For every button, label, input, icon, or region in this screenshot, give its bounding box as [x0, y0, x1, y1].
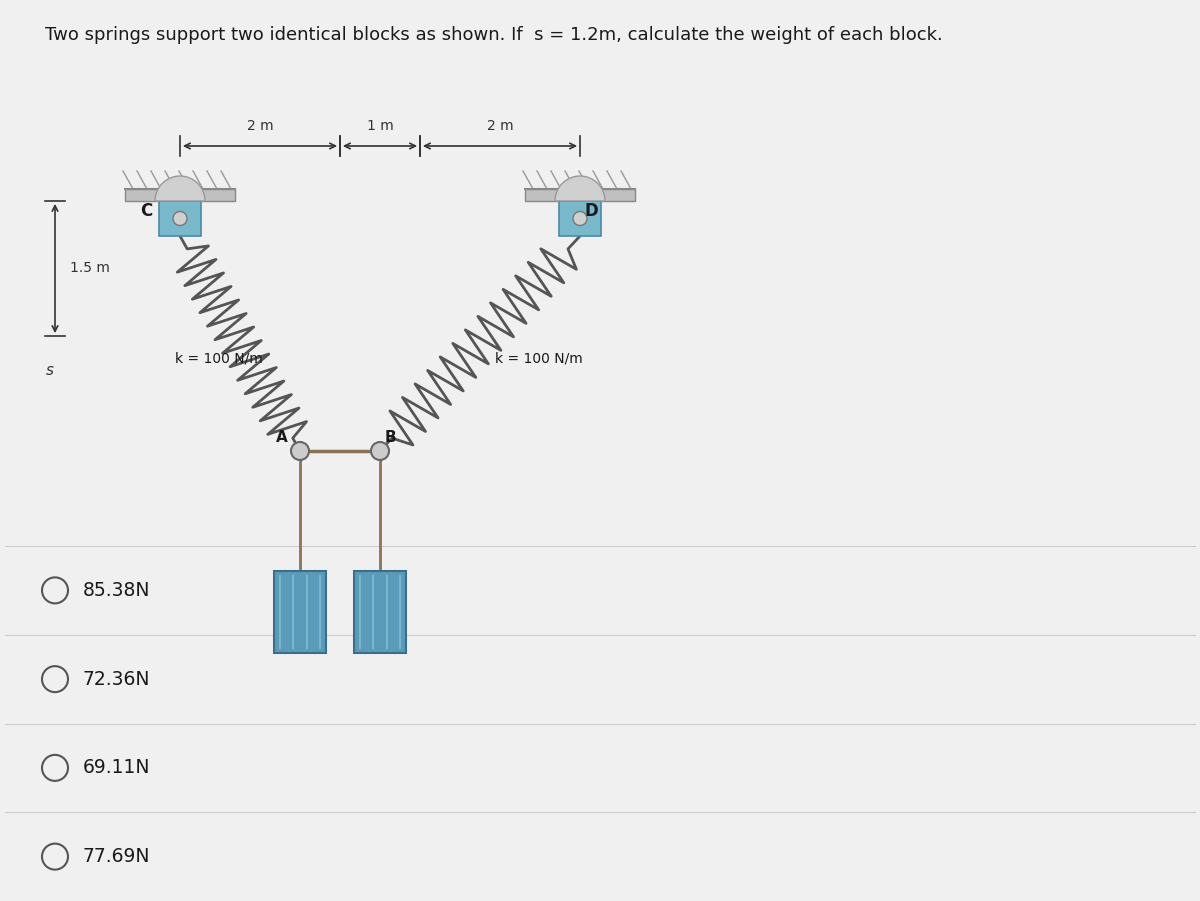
Circle shape: [292, 442, 310, 460]
Text: Two springs support two identical blocks as shown. If  s = 1.2m, calculate the w: Two springs support two identical blocks…: [46, 26, 943, 44]
Text: C: C: [139, 202, 152, 220]
Polygon shape: [158, 201, 202, 236]
Text: 1.5 m: 1.5 m: [70, 261, 110, 276]
FancyBboxPatch shape: [274, 571, 326, 653]
Text: A: A: [276, 430, 288, 445]
Circle shape: [371, 442, 389, 460]
Text: 72.36N: 72.36N: [83, 669, 150, 688]
Text: B: B: [385, 430, 397, 445]
Circle shape: [574, 212, 587, 225]
Wedge shape: [554, 176, 605, 201]
Polygon shape: [559, 201, 601, 236]
Text: s: s: [46, 363, 54, 378]
Text: 1 m: 1 m: [367, 119, 394, 133]
Text: k = 100 N/m: k = 100 N/m: [496, 351, 583, 366]
Text: 2 m: 2 m: [247, 119, 274, 133]
Polygon shape: [125, 189, 235, 201]
Text: 2 m: 2 m: [487, 119, 514, 133]
Text: 77.69N: 77.69N: [83, 847, 150, 866]
Text: 69.11N: 69.11N: [83, 759, 150, 778]
Circle shape: [173, 212, 187, 225]
Text: 85.38N: 85.38N: [83, 581, 150, 600]
FancyBboxPatch shape: [354, 571, 406, 653]
Polygon shape: [526, 189, 635, 201]
Text: k = 100 N/m: k = 100 N/m: [175, 351, 263, 366]
Wedge shape: [155, 176, 205, 201]
Text: D: D: [586, 202, 599, 220]
